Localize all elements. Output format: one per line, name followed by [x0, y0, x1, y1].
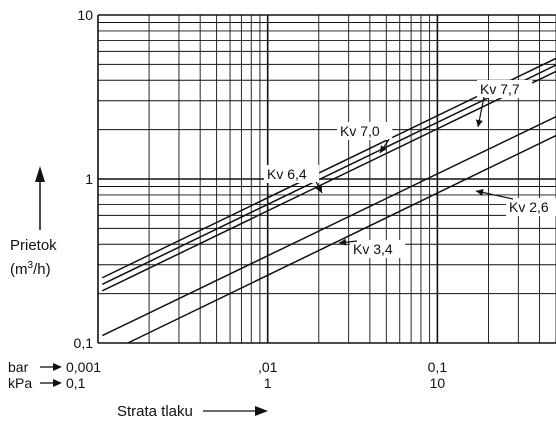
series-label-bg	[477, 80, 533, 98]
y-axis-arrow-icon	[35, 166, 45, 182]
series-label-arrow-icon	[476, 189, 484, 196]
series-line	[101, 115, 556, 337]
bar-arrow-icon	[53, 363, 62, 371]
x-tick-label-bar: 0,001	[66, 359, 101, 375]
series-line	[127, 134, 556, 344]
series-label-arrow-icon	[380, 145, 387, 153]
series-line	[101, 70, 556, 292]
series-lines	[101, 57, 556, 344]
series-label-bg	[350, 240, 406, 258]
series-label-arrow-icon	[475, 119, 483, 127]
x-unit-kpa: kPa	[8, 375, 32, 391]
y-tick-label: 0,1	[74, 335, 94, 351]
series-label-bg	[337, 122, 393, 140]
x-unit-bar: bar	[8, 359, 29, 375]
series-label: Kv 2,6	[509, 199, 549, 215]
series-label: Kv 7,0	[340, 123, 380, 139]
series-label-bg	[264, 165, 320, 183]
x-tick-label-kpa: 10	[430, 375, 446, 391]
x-tick-label-kpa: 0,1	[66, 375, 86, 391]
x-tick-label-bar: ,01	[258, 359, 278, 375]
series-label: Kv 3,4	[353, 241, 393, 257]
x-axis-arrow-icon	[255, 406, 268, 416]
series-label-arrow-icon	[315, 185, 322, 193]
y-axis-title-line1: Prietok	[10, 237, 57, 254]
series-label: Kv 6,4	[267, 166, 307, 182]
kpa-arrow-icon	[53, 379, 62, 387]
x-tick-label-kpa: 1	[264, 375, 272, 391]
x-axis-title: Strata tlaku	[117, 403, 193, 420]
x-tick-label-bar: 0,1	[428, 359, 448, 375]
series-labels: Kv 7,7 Kv 7,0 Kv 6,4 Kv 3,4 Kv 2,6	[264, 80, 556, 258]
y-tick-label: 10	[77, 7, 93, 23]
series-label: Kv 7,7	[480, 81, 520, 97]
series-label-arrow-icon	[339, 238, 347, 246]
y-axis-title-line2: (m3/h)	[10, 260, 51, 278]
series-line	[101, 64, 556, 285]
grid	[97, 14, 556, 344]
y-tick-label: 1	[85, 171, 93, 187]
series-label-bg	[506, 198, 556, 216]
